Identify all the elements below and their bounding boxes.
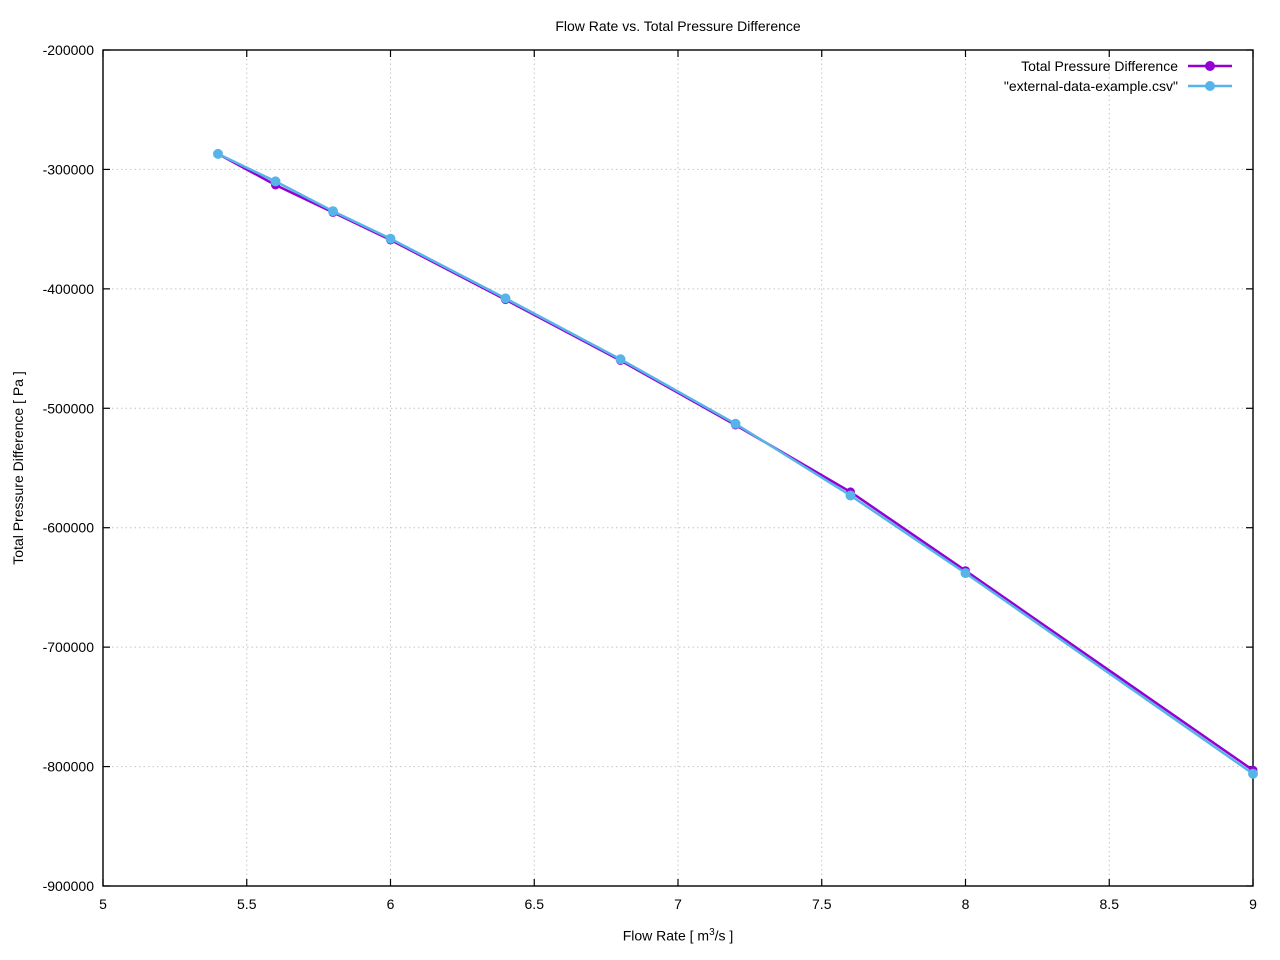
data-point xyxy=(615,354,626,365)
x-tick-label: 6 xyxy=(387,896,395,912)
y-tick-label: -900000 xyxy=(43,878,95,894)
legend-label-external-data-example: "external-data-example.csv" xyxy=(1003,78,1178,94)
data-point xyxy=(500,293,511,304)
y-axis-label: Total Pressure Difference [ Pa ] xyxy=(10,371,26,565)
x-axis-label-suffix: /s ] xyxy=(714,927,734,944)
data-point xyxy=(270,176,281,187)
y-tick-label: -600000 xyxy=(43,520,95,536)
x-tick-label: 8 xyxy=(962,896,970,912)
x-tick-label: 9 xyxy=(1249,896,1257,912)
legend-line-marker-icon xyxy=(1188,61,1232,71)
legend: Total Pressure Difference "external-data… xyxy=(1004,57,1233,95)
x-axis-label-superscript: 3 xyxy=(709,927,715,938)
x-axis-label-prefix: Flow Rate [ m xyxy=(622,927,710,944)
series-line-0 xyxy=(216,152,1255,772)
chart-title: Flow Rate vs. Total Pressure Difference xyxy=(555,18,801,34)
y-tick-label: -200000 xyxy=(43,42,95,58)
x-tick-label: 5 xyxy=(99,896,107,912)
data-point xyxy=(1248,768,1258,779)
data-point xyxy=(845,490,856,501)
x-tick-label: 8.5 xyxy=(1100,896,1120,912)
x-tick-label: 6.5 xyxy=(525,896,545,912)
legend-row-total-pressure-difference: Total Pressure Difference xyxy=(1004,57,1233,75)
x-axis-label: Flow Rate [ m3/s ] xyxy=(103,927,1253,944)
y-tick-label: -300000 xyxy=(43,161,95,177)
data-point xyxy=(328,206,338,217)
data-point xyxy=(730,418,741,429)
data-point xyxy=(213,148,223,159)
y-tick-label: -400000 xyxy=(43,281,95,297)
y-tick-label: -700000 xyxy=(43,639,95,655)
data-point xyxy=(385,233,396,244)
series-line-1 xyxy=(216,152,1255,775)
data-point xyxy=(960,568,971,579)
x-tick-label: 5.5 xyxy=(237,896,257,912)
legend-line-marker-icon xyxy=(1188,81,1232,91)
legend-label-total-pressure-difference: Total Pressure Difference xyxy=(1021,58,1178,74)
y-tick-label: -800000 xyxy=(43,759,95,775)
x-tick-label: 7.5 xyxy=(812,896,832,912)
x-tick-label: 7 xyxy=(674,896,682,912)
legend-row-external-data-example: "external-data-example.csv" xyxy=(1004,77,1233,95)
plot-border xyxy=(102,49,1254,887)
y-tick-label: -500000 xyxy=(43,400,95,416)
